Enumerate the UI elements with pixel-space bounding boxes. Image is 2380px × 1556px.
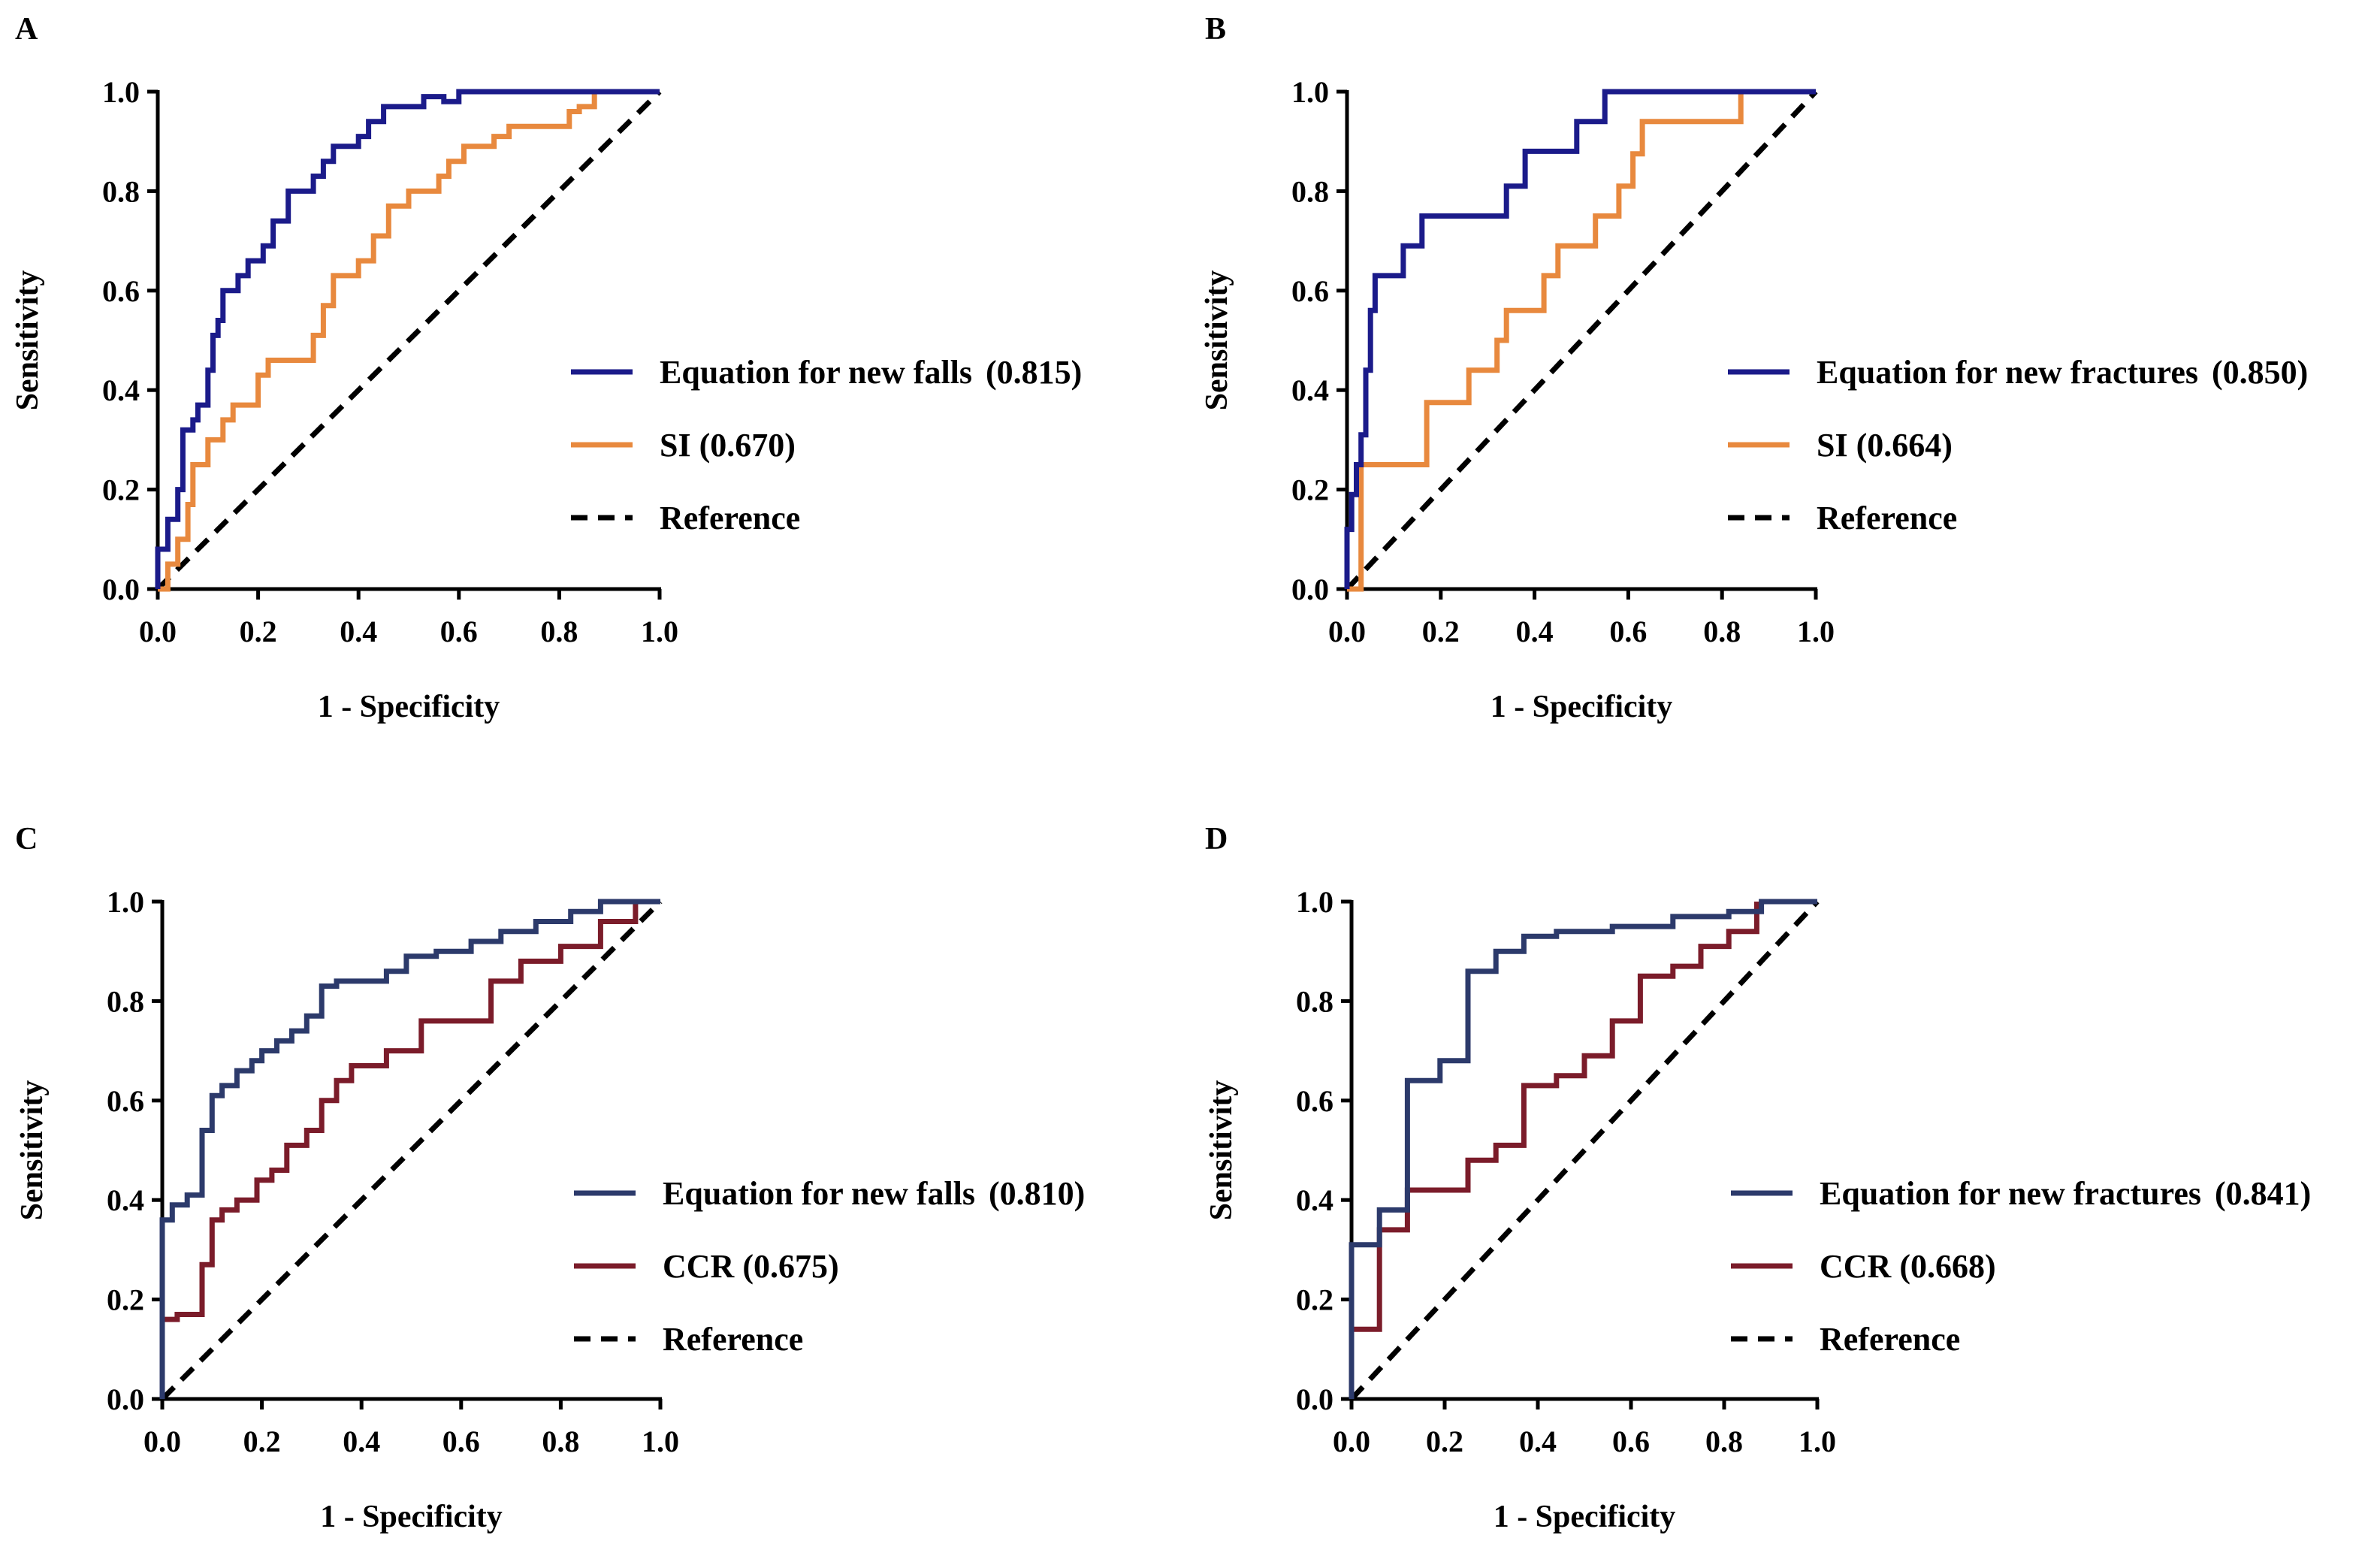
y-tick-label: 0.0 — [1291, 573, 1329, 606]
panel-label: C — [15, 822, 38, 857]
y-tick-label: 0.8 — [107, 984, 144, 1018]
x-axis-title: 1 - Specificity — [318, 690, 500, 724]
x-axis-title: 1 - Specificity — [320, 1500, 503, 1534]
panel-d: D 0.00.0 0.2 0.2 0.4 0.4 0.6 0.6 0.8 0.8 1.0 1.0 1 -… — [1204, 822, 2311, 1534]
y-tick-label: 0.2 — [1296, 1283, 1333, 1317]
y-tick-label: 0.8 — [1296, 984, 1333, 1018]
y-tick-label: 0.6 — [107, 1084, 144, 1118]
legend-auc-value: (0.841) — [2215, 1175, 2311, 1212]
legend-auc-value: (0.815) — [986, 354, 1082, 391]
y-tick-label: 0.0 — [107, 1382, 144, 1416]
y-axis-title: Sensitivity — [11, 270, 45, 411]
panel-label: A — [15, 12, 38, 47]
y-tick-label: 1.0 — [1296, 885, 1333, 919]
y-tick-label: 0.4 — [1291, 373, 1329, 407]
legend-label: Reference — [1820, 1321, 1960, 1358]
y-tick-label: 0.6 — [1291, 274, 1329, 308]
reference-line — [160, 899, 663, 1401]
y-tick-label: 1.0 — [107, 885, 144, 919]
x-tick-label: 0.2 — [240, 615, 277, 648]
roc-curve-comparator — [158, 92, 597, 592]
y-tick-label: 0.2 — [107, 1283, 144, 1317]
x-tick-label: 0.2 — [243, 1425, 281, 1458]
y-tick-label: 0.4 — [102, 373, 140, 407]
legend-label: CCR (0.675) — [663, 1248, 839, 1285]
x-tick-label: 0.8 — [542, 1425, 579, 1458]
y-tick-label: 0.6 — [1296, 1084, 1333, 1118]
roc-curve-comparator — [1352, 902, 1759, 1332]
roc-curve-equation — [155, 89, 660, 589]
x-tick-label: 0.8 — [540, 615, 578, 648]
y-tick-label: 0.0 — [1296, 1382, 1333, 1416]
legend-auc-value: (0.850) — [2212, 354, 2308, 391]
roc-curve-equation — [1349, 899, 1817, 1399]
y-tick-label: 0.0 — [102, 573, 140, 606]
legend-label: CCR (0.668) — [1820, 1248, 1996, 1285]
x-tick-label: 1.0 — [1799, 1425, 1836, 1458]
legend-label: Equation for new falls — [660, 354, 972, 391]
panel-b: B 0.0 0.0 0.2 0.2 0.4 0.4 0.6 0.6 0.8 0.8 1.0 1.0 1 -… — [1200, 12, 2308, 724]
reference-line — [156, 89, 662, 591]
x-tick-label: 1.0 — [1797, 615, 1835, 648]
roc-curve-comparator — [159, 902, 639, 1399]
x-tick-label: 0.0 — [1333, 1425, 1370, 1458]
x-tick-label: 0.4 — [343, 1425, 380, 1458]
x-tick-label: 1.0 — [642, 1425, 679, 1458]
x-axis-title: 1 - Specificity — [1491, 690, 1673, 724]
x-tick-label: 0.0 — [1328, 615, 1366, 648]
legend-label: Reference — [660, 500, 800, 536]
y-axis-title: Sensitivity — [1200, 270, 1234, 411]
roc-curve-equation — [1344, 89, 1816, 589]
legend-label: Equation for new fractures — [1817, 354, 2198, 391]
y-tick-label: 0.4 — [107, 1183, 144, 1217]
x-tick-label: 1.0 — [641, 615, 678, 648]
reference-line — [1345, 89, 1818, 591]
x-tick-label: 0.6 — [440, 615, 478, 648]
x-tick-label: 0.2 — [1426, 1425, 1463, 1458]
x-tick-label: 0.6 — [1612, 1425, 1650, 1458]
panel-c: C 0.0 0.0 0.2 0.2 0.4 0.4 0.6 0.6 0.8 0.8 1.0 1.0 1 -… — [15, 822, 1085, 1534]
x-tick-label: 0.8 — [1705, 1425, 1743, 1458]
legend-label: Reference — [1817, 500, 1957, 536]
x-tick-label: 0.6 — [442, 1425, 480, 1458]
roc-curve-equation — [159, 899, 660, 1399]
x-tick-label: 0.0 — [143, 1425, 181, 1458]
legend-auc-value: (0.810) — [989, 1175, 1085, 1212]
x-tick-label: 0.6 — [1609, 615, 1647, 648]
y-axis-title: Sensitivity — [15, 1080, 50, 1221]
x-tick-label: 0.0 — [139, 615, 177, 648]
x-axis-title: 1 - Specificity — [1494, 1500, 1676, 1534]
x-tick-label: 0.4 — [1519, 1425, 1557, 1458]
x-tick-label: 0.4 — [1516, 615, 1554, 648]
y-tick-label: 0.2 — [102, 473, 140, 507]
panel-label: B — [1205, 12, 1226, 47]
reference-line — [1349, 899, 1820, 1401]
y-tick-label: 0.4 — [1296, 1183, 1333, 1217]
roc-curve-comparator — [1347, 92, 1744, 592]
panel-label: D — [1205, 822, 1228, 857]
x-tick-label: 0.2 — [1422, 615, 1460, 648]
y-tick-label: 1.0 — [1291, 75, 1329, 109]
y-tick-label: 0.6 — [102, 274, 140, 308]
legend-label: Equation for new falls — [663, 1175, 975, 1212]
x-tick-label: 0.4 — [340, 615, 377, 648]
x-tick-label: 0.8 — [1703, 615, 1741, 648]
y-axis-title: Sensitivity — [1204, 1080, 1239, 1221]
legend-label: Reference — [663, 1321, 803, 1358]
panel-a: A 0.0 0.0 0.2 0.2 0.4 0.4 0.6 0.6 0.8 0.8 1.0 1.0 1 -… — [11, 12, 1082, 724]
y-tick-label: 0.2 — [1291, 473, 1329, 507]
y-tick-label: 1.0 — [102, 75, 140, 109]
y-tick-label: 0.8 — [1291, 174, 1329, 208]
legend-label: SI (0.670) — [660, 427, 796, 464]
y-tick-label: 0.8 — [102, 174, 140, 208]
legend-label: SI (0.664) — [1817, 427, 1953, 464]
legend-label: Equation for new fractures — [1820, 1175, 2201, 1212]
